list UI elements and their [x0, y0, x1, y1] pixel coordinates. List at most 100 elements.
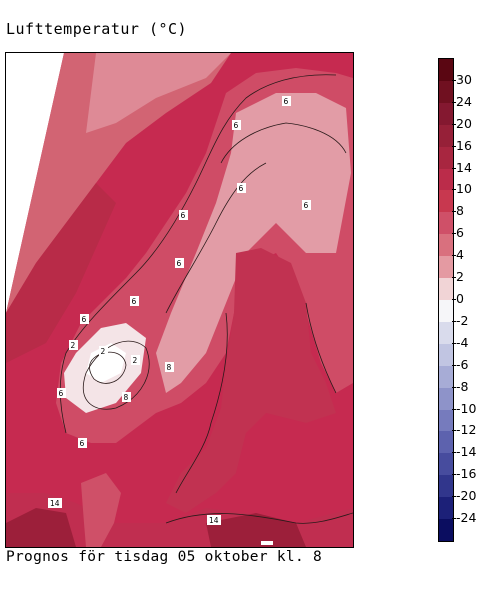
contour-label: 6: [82, 315, 87, 324]
legend-tick: [452, 123, 456, 125]
isotherm-6: [83, 340, 150, 410]
legend-label: 8: [456, 203, 464, 219]
legend-tick: [452, 145, 456, 147]
legend-swatch: [439, 80, 453, 103]
legend-tick: [452, 496, 456, 498]
legend-label: 24: [456, 93, 472, 109]
warm-sea-area: [6, 183, 116, 363]
legend-swatch: [439, 387, 453, 410]
hot-area-right: [206, 513, 306, 547]
legend-swatch: [439, 190, 453, 213]
legend-label: -16: [456, 466, 477, 482]
temperature-map: 6 6 6 6 6 6 6 6 6 2 2 2 8 8 6 14 14: [5, 52, 354, 548]
legend-swatch: [439, 365, 453, 388]
legend-tick: [452, 189, 456, 191]
legend-tick: [452, 255, 456, 257]
contour-label-group: 6 6 6 6 6 6 6 6 6 2 2 2 8 8 6 14 14: [48, 96, 311, 525]
legend-label: 30: [456, 71, 472, 87]
coastline-sweden: [175, 312, 228, 494]
coastline-norway: [59, 74, 337, 434]
isotherm-8: [165, 162, 267, 314]
legend-label: -6: [456, 356, 469, 372]
forecast-caption: Prognos för tisdag 05 oktober kl. 8: [6, 549, 323, 565]
legend-label: -8: [456, 378, 469, 394]
legend-swatch: [439, 409, 453, 432]
contour-label: 6: [177, 259, 182, 268]
legend-swatch: [439, 212, 453, 235]
legend-swatch: [439, 475, 453, 498]
contour-label: 6: [284, 97, 289, 106]
contour-label: 6: [80, 439, 85, 448]
legend-label: -20: [456, 488, 477, 504]
contour-label: 14: [209, 516, 219, 525]
legend-tick: [452, 320, 456, 322]
contour-label: 14: [50, 499, 60, 508]
legend-label: 2: [456, 269, 464, 285]
legend-tick: [452, 101, 456, 103]
isotherm-6-north: [220, 122, 347, 164]
legend-tick: [452, 474, 456, 476]
contour-label: 6: [239, 184, 244, 193]
contour-label: 2: [101, 347, 106, 356]
contour-label: 2: [71, 341, 76, 350]
legend-swatch: [439, 343, 453, 366]
cool-inland: [156, 93, 351, 393]
legend-label: 20: [456, 115, 472, 131]
legend-label: -10: [456, 400, 477, 416]
legend-label: 0: [456, 291, 464, 306]
contour-label: 6: [132, 297, 137, 306]
legend-swatch: [439, 124, 453, 147]
legend-tick: [452, 79, 456, 81]
legend-swatch: [439, 519, 453, 541]
contour-label: 6: [59, 389, 64, 398]
color-legend: [438, 58, 454, 542]
legend-label: -14: [456, 444, 477, 460]
legend-label: 14: [456, 159, 472, 175]
contour-label: 6: [181, 211, 186, 220]
legend-swatch: [439, 168, 453, 191]
coastline-finland: [305, 302, 337, 394]
contour-label: 2: [133, 356, 138, 365]
legend-swatch: [439, 497, 453, 520]
legend-tick: [452, 386, 456, 388]
legend-swatch: [439, 256, 453, 279]
contour-label: 8: [124, 393, 129, 402]
denmark: [81, 473, 121, 547]
legend-swatch: [439, 299, 453, 322]
legend-label: -12: [456, 422, 477, 438]
legend-swatch: [439, 453, 453, 476]
legend-tick: [452, 167, 456, 169]
scale-marker: [261, 541, 273, 545]
legend-tick: [452, 277, 456, 279]
cool-sea-area: [6, 53, 231, 313]
legend-swatch: [439, 431, 453, 454]
legend-swatch: [439, 321, 453, 344]
contour-label: 6: [304, 201, 309, 210]
coastline-baltic: [165, 512, 353, 524]
legend-label: 6: [456, 225, 464, 241]
contour-label: 8: [167, 363, 172, 372]
legend-label: 4: [456, 247, 464, 263]
legend-label: 16: [456, 137, 472, 153]
map-title: Lufttemperatur (°C): [6, 20, 188, 38]
legend-tick: [452, 299, 456, 300]
legend-label: -4: [456, 334, 469, 350]
isotherm-2: [89, 351, 127, 384]
legend-tick: [452, 408, 456, 410]
baltic-sea: [166, 248, 336, 513]
legend-tick: [452, 518, 456, 520]
legend-swatch: [439, 102, 453, 125]
legend-tick: [452, 452, 456, 454]
legend-swatch: [439, 234, 453, 257]
legend-tick: [452, 211, 456, 213]
legend-label: 10: [456, 181, 472, 197]
legend-swatch: [439, 146, 453, 169]
contour-lines: [59, 74, 353, 524]
legend-tick: [452, 342, 456, 344]
legend-swatch: [439, 59, 453, 81]
legend-tick: [452, 430, 456, 432]
legend-swatch: [439, 278, 453, 300]
legend-tick: [452, 233, 456, 235]
hot-area-left: [6, 508, 76, 547]
contour-label: 6: [234, 121, 239, 130]
